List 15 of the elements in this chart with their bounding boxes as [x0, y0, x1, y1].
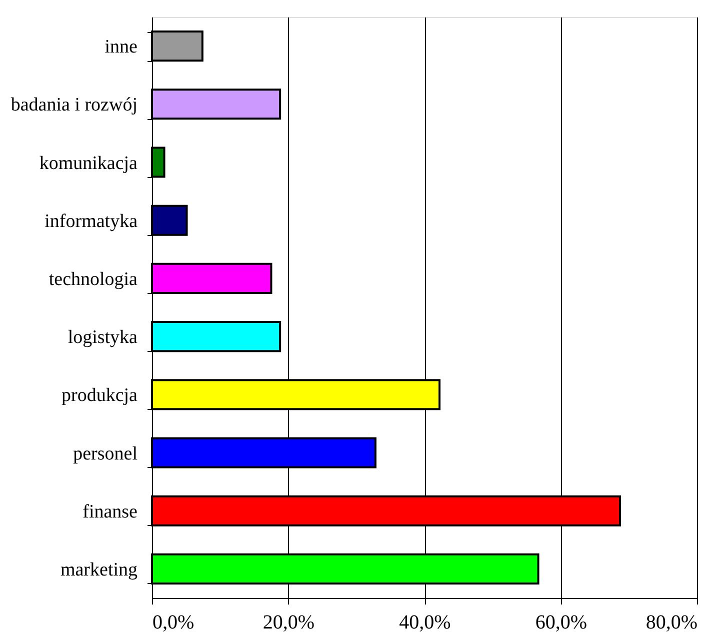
- y-tick-label: komunikacja: [39, 152, 138, 174]
- x-tick-label: 0,0%: [152, 612, 194, 634]
- y-tick-label: logistyka: [68, 327, 138, 348]
- y-tick-label: badania i rozwój: [10, 94, 138, 116]
- y-tick-label: personel: [73, 443, 138, 464]
- y-tick-label: marketing: [60, 559, 138, 580]
- y-tick-label: informatyka: [44, 210, 138, 232]
- y-tick-label: finanse: [82, 501, 138, 522]
- y-tick-label: technologia: [48, 268, 138, 290]
- x-tick-label: 40,0%: [399, 612, 451, 634]
- x-tick-label: 20,0%: [262, 612, 315, 634]
- y-tick-label: inne: [104, 36, 138, 58]
- y-tick-label: produkcja: [62, 385, 138, 406]
- x-tick-label: 60,0%: [535, 612, 588, 634]
- x-tick-label: 80,0%: [646, 612, 698, 634]
